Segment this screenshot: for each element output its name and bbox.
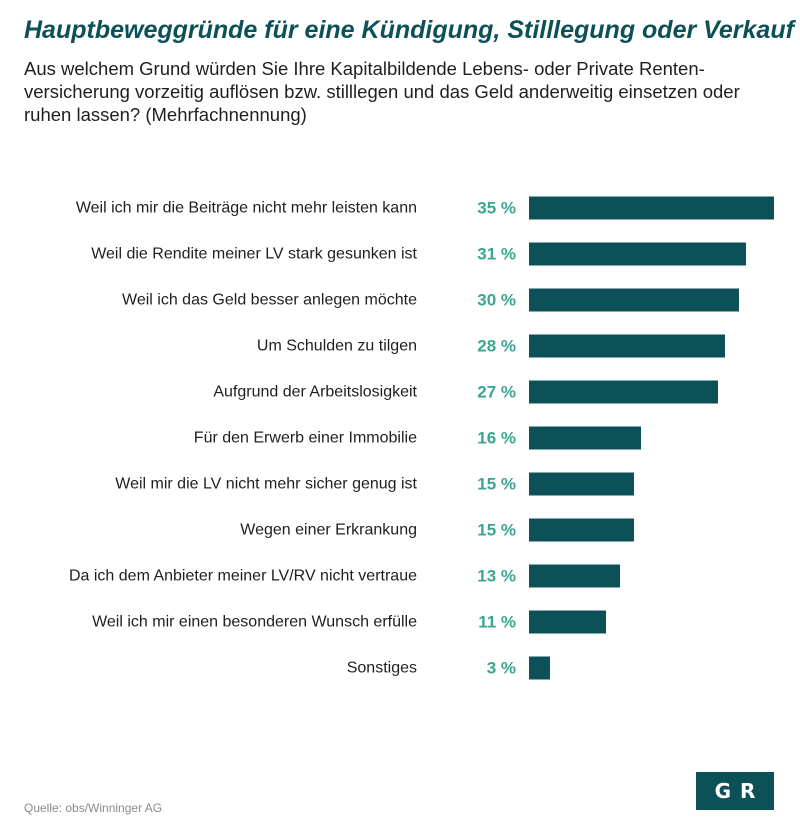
logo-text: GR [714,779,765,803]
bar [529,196,774,220]
category-label: Sonstiges [347,660,417,677]
bar [529,380,718,404]
bar [529,334,725,358]
value-label: 31 % [477,245,516,264]
chart-title: Hauptbeweggründe für eine Kündigung, Sti… [24,16,794,44]
value-label: 3 % [487,659,516,678]
bar [529,288,739,312]
source-note: Quelle: obs/Winninger AG [24,801,163,815]
chart-subtitle: Aus welchem Grund würden Sie Ihre Kapita… [24,58,740,125]
value-label: 35 % [477,199,516,218]
value-label: 27 % [477,383,516,402]
value-label: 11 % [478,613,516,632]
bar [529,242,746,266]
category-label: Weil ich mir die Beiträge nicht mehr lei… [76,200,417,217]
category-label: Da ich dem Anbieter meiner LV/RV nicht v… [69,568,417,585]
gr-logo: GR [696,772,774,810]
bar [529,656,550,680]
bar [529,518,634,542]
category-label: Für den Erwerb einer Immobilie [194,430,417,447]
value-label: 16 % [477,429,516,448]
category-label: Aufgrund der Arbeitslosigkeit [213,384,417,401]
bar [529,610,606,634]
category-label: Weil mir die LV nicht mehr sicher genug … [115,476,417,493]
bar [529,564,620,588]
category-label: Wegen einer Erkrankung [240,522,417,539]
category-label: Weil ich mir einen besonderen Wunsch erf… [92,614,417,631]
value-label: 28 % [477,337,516,356]
value-label: 15 % [477,521,516,540]
value-label: 30 % [477,291,516,310]
category-label: Um Schulden zu tilgen [257,338,417,355]
value-label: 13 % [477,567,516,586]
category-label: Weil die Rendite meiner LV stark gesunke… [91,246,417,263]
category-label: Weil ich das Geld besser anlegen möchte [122,292,417,309]
bar-chart: Weil ich mir die Beiträge nicht mehr lei… [69,196,774,680]
bar [529,426,641,450]
bar [529,472,634,496]
value-label: 15 % [477,475,516,494]
